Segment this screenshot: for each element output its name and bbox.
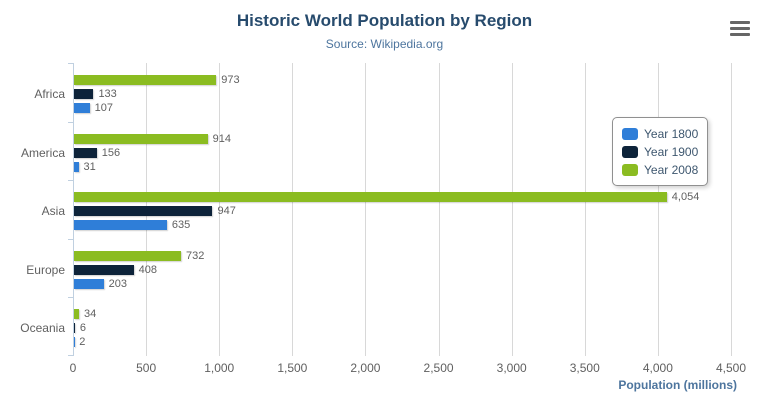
- value-axis-tick-label: 1,000: [204, 361, 235, 375]
- data-label: 133: [98, 88, 117, 100]
- category-label: Asia: [41, 204, 65, 219]
- bar[interactable]: [74, 147, 97, 158]
- category-label: Europe: [26, 262, 65, 277]
- bar[interactable]: [74, 309, 79, 320]
- value-axis-tick-label: 2,000: [350, 361, 381, 375]
- bar-line: 2: [74, 336, 732, 349]
- bar-line: 635: [74, 219, 732, 232]
- category-row: 4,054 947 635: [74, 180, 732, 239]
- value-axis-tick-label: 1,500: [277, 361, 308, 375]
- gridline: [438, 63, 440, 356]
- value-axis-tick-label: 500: [136, 361, 157, 375]
- data-label: 732: [186, 249, 205, 262]
- data-label: 34: [83, 308, 97, 321]
- category-axis-tick: [68, 355, 73, 356]
- legend-label: Year 1800: [644, 127, 699, 141]
- legend-swatch-icon: [622, 164, 638, 176]
- legend: Year 1800 Year 1900 Year 2008: [612, 117, 709, 186]
- value-axis-tick-label: 3,500: [569, 361, 600, 375]
- legend-swatch-icon: [622, 128, 638, 140]
- category-axis-tick: [68, 297, 73, 298]
- bar[interactable]: [74, 133, 208, 144]
- legend-item[interactable]: Year 2008: [622, 161, 698, 179]
- category-row: 914 156 31: [74, 122, 732, 181]
- hamburger-bar: [730, 27, 750, 30]
- bar-line: 4,054: [74, 191, 732, 204]
- bar-line: 133: [74, 88, 732, 100]
- data-label: 635: [171, 219, 191, 232]
- bar[interactable]: [74, 192, 667, 203]
- data-label: 107: [94, 102, 113, 114]
- data-label: 408: [138, 263, 158, 276]
- bar-line: 6: [74, 322, 732, 335]
- hamburger-bar: [730, 21, 750, 24]
- bar[interactable]: [74, 220, 167, 231]
- bar-line: 408: [74, 263, 732, 276]
- bar-line: 34: [74, 308, 732, 321]
- bar-line: 156: [74, 146, 732, 159]
- bar-line: 107: [74, 102, 732, 114]
- value-axis-tick-label: 0: [69, 361, 77, 375]
- hamburger-bar: [730, 33, 750, 36]
- bar[interactable]: [74, 323, 75, 334]
- bar-line: 914: [74, 132, 732, 145]
- gridline: [731, 63, 732, 356]
- category-axis-tick: [68, 180, 73, 181]
- bar[interactable]: [74, 161, 79, 172]
- category-axis-tick: [68, 63, 73, 64]
- data-label: 914: [212, 132, 231, 145]
- bar-line: 732: [74, 249, 732, 262]
- legend-item[interactable]: Year 1900: [622, 143, 698, 161]
- value-axis-labels: 0 500 1,000 1,500 2,000 2,500 3,000 3,500 4,000 4…: [69, 361, 746, 375]
- value-axis-tick-label: 4,000: [642, 361, 673, 375]
- chart-title: Historic World Population by Region: [236, 11, 533, 30]
- data-label: 31: [83, 160, 96, 173]
- data-label: 203: [108, 277, 128, 290]
- gridline: [657, 63, 659, 356]
- category-row: 34 6 2: [74, 297, 732, 356]
- bar-line: 31: [74, 160, 732, 173]
- category-row: 973 133 107: [74, 63, 732, 122]
- legend-swatch-icon: [622, 146, 638, 158]
- gridline: [365, 63, 367, 356]
- legend-label: Year 2008: [644, 163, 699, 177]
- bar[interactable]: [74, 264, 134, 275]
- bar-line: 203: [74, 277, 732, 290]
- hamburger-icon[interactable]: [730, 21, 750, 36]
- category-label: Oceania: [20, 321, 65, 336]
- category-label: Africa: [34, 87, 65, 101]
- gridline: [511, 63, 513, 356]
- plot-area: 973 133 107 914 156 31 4,054 947 635 732 408 203 34 6…: [68, 63, 732, 356]
- category-row: 732 408 203: [74, 239, 732, 298]
- legend-label: Year 1900: [644, 145, 699, 159]
- gridline: [584, 63, 586, 356]
- data-label: 2: [79, 336, 86, 349]
- data-label: 973: [221, 74, 240, 86]
- bar-line: 973: [74, 74, 732, 86]
- value-axis-tick-label: 4,500: [715, 361, 747, 375]
- value-axis-title: Population (millions): [618, 378, 737, 392]
- bar[interactable]: [74, 250, 182, 261]
- category-label: America: [20, 145, 65, 160]
- bar-line: 947: [74, 205, 732, 218]
- bar[interactable]: [74, 89, 94, 99]
- data-label: 156: [101, 146, 121, 159]
- data-label: 6: [79, 322, 86, 335]
- gridline: [292, 63, 294, 356]
- data-label: 947: [217, 205, 236, 218]
- value-axis-tick-label: 2,500: [423, 361, 454, 375]
- bar[interactable]: [74, 75, 217, 85]
- bar[interactable]: [74, 206, 213, 217]
- category-axis-tick: [68, 239, 73, 240]
- data-label: 4,054: [671, 191, 700, 204]
- category-axis-labels: Africa America Asia Europe Oceania: [0, 63, 65, 356]
- legend-item[interactable]: Year 1800: [622, 125, 698, 143]
- bar[interactable]: [74, 103, 90, 113]
- bar[interactable]: [74, 278, 104, 289]
- category-axis-tick: [68, 122, 73, 123]
- value-axis-tick-label: 3,000: [496, 361, 527, 375]
- gridline: [219, 63, 221, 356]
- chart-subtitle: Source: Wikipedia.org: [325, 37, 444, 51]
